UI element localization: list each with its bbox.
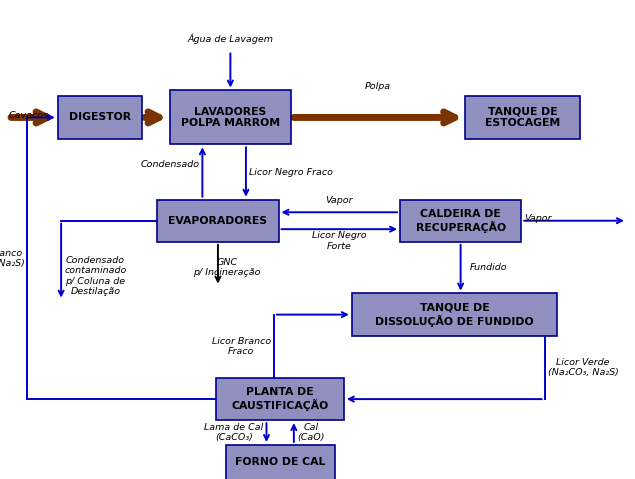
FancyBboxPatch shape: [225, 445, 335, 479]
Text: CALDEIRA DE
RECUPERAÇÃO: CALDEIRA DE RECUPERAÇÃO: [415, 209, 505, 233]
FancyBboxPatch shape: [170, 91, 291, 145]
Text: EVAPORADORES: EVAPORADORES: [168, 216, 267, 226]
Text: LAVADORES
POLPA MARROM: LAVADORES POLPA MARROM: [181, 107, 280, 128]
Text: Licor Negro Fraco: Licor Negro Fraco: [249, 168, 333, 177]
Text: TANQUE DE
ESTOCAGEM: TANQUE DE ESTOCAGEM: [485, 107, 561, 128]
Text: Licor Branco
(NaOH, Na₂S): Licor Branco (NaOH, Na₂S): [0, 249, 25, 268]
Text: Condensado
contaminado
p/ Coluna de
Destilação: Condensado contaminado p/ Coluna de Dest…: [64, 256, 126, 296]
Text: FORNO DE CAL: FORNO DE CAL: [235, 457, 325, 468]
Text: PLANTA DE
CAUSTIFICAÇÃO: PLANTA DE CAUSTIFICAÇÃO: [232, 387, 329, 411]
Text: Cavacos: Cavacos: [8, 111, 48, 120]
Text: TANQUE DE
DISSOLUÇÃO DE FUNDIDO: TANQUE DE DISSOLUÇÃO DE FUNDIDO: [375, 303, 534, 327]
FancyBboxPatch shape: [400, 200, 521, 242]
Text: Licor Verde
(Na₂CO₃, Na₂S): Licor Verde (Na₂CO₃, Na₂S): [548, 358, 618, 377]
Text: Água de Lavagem: Água de Lavagem: [187, 34, 274, 44]
Text: Fundido: Fundido: [470, 263, 507, 272]
Text: DIGESTOR: DIGESTOR: [69, 113, 131, 123]
Text: Condensado: Condensado: [140, 160, 199, 170]
Text: Cal
(CaO): Cal (CaO): [297, 423, 324, 442]
Text: Lama de Cal
(CaCO₃): Lama de Cal (CaCO₃): [204, 423, 264, 442]
Text: Vapor: Vapor: [326, 196, 353, 205]
FancyBboxPatch shape: [217, 378, 344, 420]
FancyBboxPatch shape: [352, 294, 557, 336]
Text: Licor Branco
Fraco: Licor Branco Fraco: [211, 337, 271, 356]
Text: Vapor: Vapor: [525, 214, 552, 223]
FancyBboxPatch shape: [465, 96, 580, 138]
FancyBboxPatch shape: [157, 200, 279, 242]
Text: Polpa: Polpa: [365, 82, 391, 91]
Text: Licor Negro
Forte: Licor Negro Forte: [312, 231, 366, 251]
FancyBboxPatch shape: [58, 96, 142, 138]
Text: GNC
p/ Incineração: GNC p/ Incineração: [194, 258, 261, 277]
